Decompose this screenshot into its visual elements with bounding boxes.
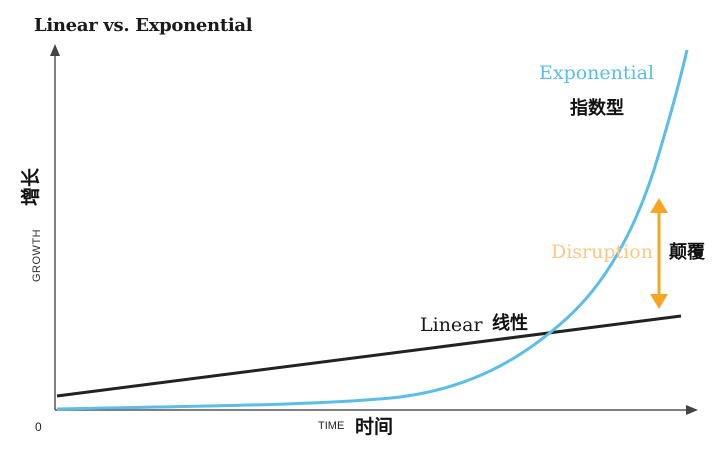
linear-line (56, 314, 682, 398)
disruption-label-en: Disruption (551, 241, 653, 263)
linear-label-en: Linear (420, 314, 483, 336)
disruption-arrow (650, 198, 668, 309)
origin-label: 0 (35, 420, 42, 434)
x-axis-arrow (686, 405, 698, 415)
exponential-curve (56, 49, 689, 411)
y-axis-label-en: GROWTH (31, 228, 43, 282)
y-axis-label-cn: 增长 (20, 167, 42, 206)
x-axis-label-en: TIME (318, 420, 345, 432)
exponential-label-en: Exponential (539, 62, 655, 84)
y-axis-arrow (50, 44, 60, 56)
chart-title: Linear vs. Exponential (34, 15, 253, 36)
x-axis-label-cn: 时间 (355, 416, 394, 438)
disruption-label-cn: 颠覆 (669, 242, 705, 263)
linear-label-cn: 线性 (492, 313, 528, 334)
exponential-label-cn: 指数型 (570, 98, 624, 119)
